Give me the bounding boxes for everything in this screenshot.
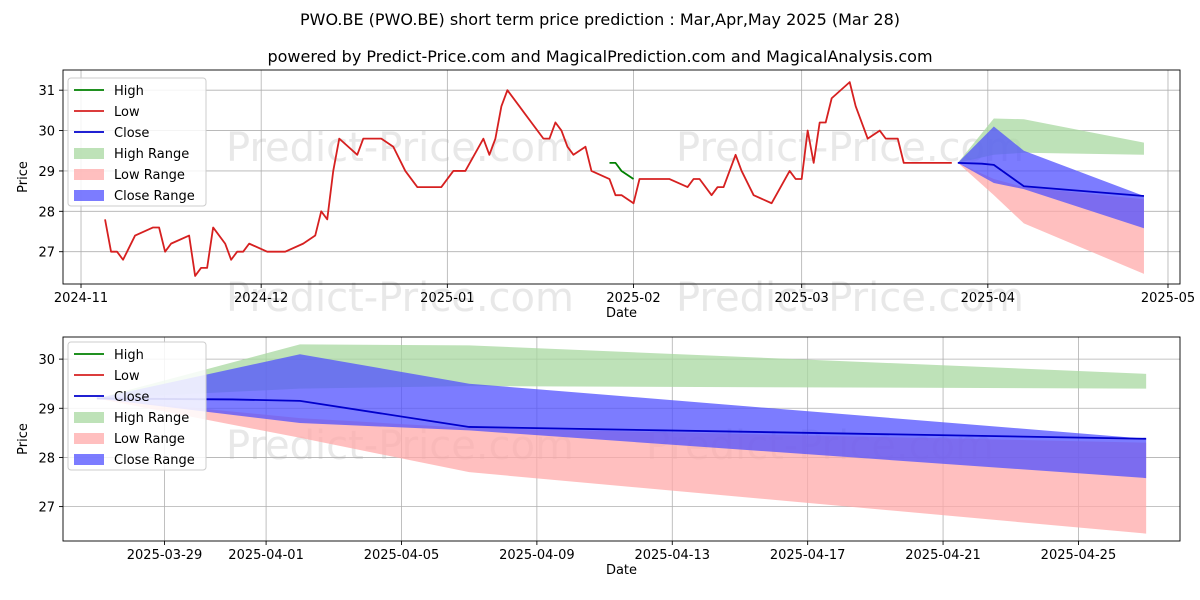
bottom-x-tick-label: 2025-04-25 bbox=[1041, 548, 1117, 563]
top-y-tick-label: 28 bbox=[38, 205, 55, 220]
bottom-y-tick-label: 30 bbox=[38, 353, 55, 368]
bottom-y-axis-label: Price bbox=[16, 423, 31, 455]
bottom-legend-label-low: Low bbox=[114, 369, 140, 384]
bottom-legend-label-close: Close bbox=[114, 390, 149, 405]
bottom-axes-frame bbox=[62, 336, 1181, 542]
top-legend-label-close: Close bbox=[114, 126, 149, 141]
top-y-axis-label: Price bbox=[16, 161, 31, 193]
bottom-legend-label-low-range: Low Range bbox=[114, 432, 185, 447]
top-y-tick-label: 29 bbox=[38, 165, 55, 180]
top-x-tick-label: 2025-05 bbox=[1141, 291, 1195, 306]
top-y-tick-label: 30 bbox=[38, 125, 55, 140]
bottom-plot-area bbox=[96, 344, 1147, 534]
top-x-tick-label: 2025-02 bbox=[606, 291, 660, 306]
bottom-x-tick-label: 2025-04-05 bbox=[364, 548, 440, 563]
bottom-legend: High Low Close High Range Low Range Close Ran… bbox=[67, 341, 207, 471]
top-legend-label-high: High bbox=[114, 84, 144, 99]
bottom-legend-swatch-close-range bbox=[74, 454, 104, 465]
bottom-x-tick-label: 2025-04-17 bbox=[770, 548, 846, 563]
top-close-range-band bbox=[957, 126, 1144, 229]
bottom-legend-swatch-low-range bbox=[74, 433, 104, 444]
bottom-low-range-band bbox=[96, 398, 1147, 534]
bottom-x-tick-label: 2025-03-29 bbox=[127, 548, 203, 563]
bottom-chart-panel: Predict-Price.comPredict-Price.com2025-0… bbox=[16, 336, 1181, 578]
top-legend-label-low: Low bbox=[114, 105, 140, 120]
top-legend-swatch-low-range bbox=[74, 169, 104, 180]
bottom-legend-label-high: High bbox=[114, 348, 144, 363]
bottom-x-tick-label: 2025-04-13 bbox=[634, 548, 710, 563]
bottom-x-tick-label: 2025-04-01 bbox=[228, 548, 304, 563]
top-y-tick-label: 27 bbox=[38, 246, 55, 261]
top-x-tick-label: 2024-12 bbox=[234, 291, 288, 306]
bottom-legend-swatch-high-range bbox=[74, 412, 104, 423]
top-x-tick-label: 2024-11 bbox=[54, 291, 108, 306]
chart-title: PWO.BE (PWO.BE) short term price predict… bbox=[300, 10, 900, 29]
bottom-y-tick-label: 29 bbox=[38, 402, 55, 417]
top-x-tick-label: 2025-04 bbox=[961, 291, 1015, 306]
top-watermark-2: Predict-Price.com bbox=[226, 275, 574, 321]
bottom-legend-label-high-range: High Range bbox=[114, 411, 189, 426]
top-low-range-band bbox=[957, 162, 1144, 274]
top-legend-swatch-close-range bbox=[74, 190, 104, 201]
bottom-x-tick-label: 2025-04-09 bbox=[499, 548, 575, 563]
bottom-x-tick-label: 2025-04-21 bbox=[905, 548, 981, 563]
bottom-y-tick-label: 28 bbox=[38, 451, 55, 466]
top-high-line bbox=[609, 161, 635, 180]
top-legend-label-high-range: High Range bbox=[114, 147, 189, 162]
top-chart-panel: Predict-Price.com Predict-Price.com Predic… bbox=[16, 69, 1195, 321]
top-watermark-0: Predict-Price.com bbox=[226, 125, 574, 171]
bottom-legend-label-close-range: Close Range bbox=[114, 453, 195, 468]
top-legend-label-low-range: Low Range bbox=[114, 168, 185, 183]
top-plot-area bbox=[104, 81, 1145, 277]
bottom-close-range-band bbox=[96, 354, 1147, 479]
top-legend: High Low Close High Range Low Range Close Ran… bbox=[67, 77, 207, 207]
bottom-y-tick-label: 27 bbox=[38, 501, 55, 516]
top-x-tick-label: 2025-03 bbox=[774, 291, 828, 306]
top-close-line bbox=[957, 161, 1145, 197]
top-low-line bbox=[104, 81, 952, 277]
top-watermark-3: Predict-Price.com bbox=[676, 275, 1024, 321]
top-legend-swatch-high-range bbox=[74, 148, 104, 159]
top-y-tick-label: 31 bbox=[38, 84, 55, 99]
top-legend-label-close-range: Close Range bbox=[114, 189, 195, 204]
chart-subtitle: powered by Predict-Price.com and Magical… bbox=[267, 47, 932, 66]
top-x-axis-label: Date bbox=[606, 306, 637, 321]
top-axes-frame bbox=[62, 69, 1181, 285]
top-x-tick-label: 2025-01 bbox=[420, 291, 474, 306]
bottom-x-axis-label: Date bbox=[606, 563, 637, 578]
